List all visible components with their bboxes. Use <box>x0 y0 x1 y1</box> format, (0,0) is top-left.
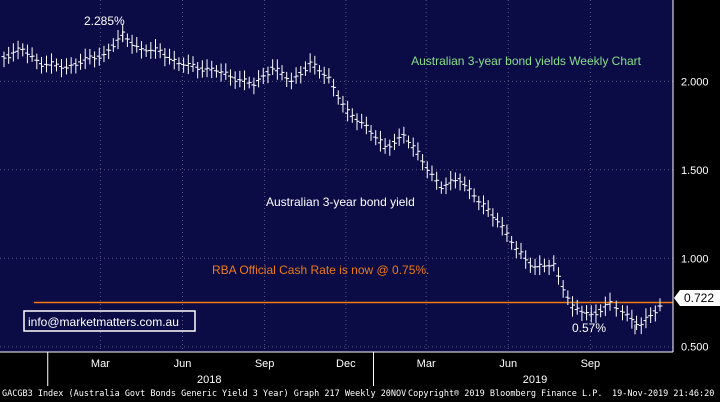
x-tick-label: Sep <box>255 358 275 370</box>
x-tick-label: Mar <box>417 358 436 370</box>
high-annotation: 2.285% <box>84 14 125 28</box>
watermark-text: info@marketmatters.com.au <box>28 315 179 329</box>
footer-copyright: Copyright® 2019 Bloomberg Finance L.P. <box>408 389 603 399</box>
last-value-badge: 0.722 <box>674 290 720 306</box>
x-tick-label: Mar <box>91 358 110 370</box>
footer-timestamp: 19-Nov-2019 21:46:20 <box>612 389 715 399</box>
x-tick-label: Dec <box>336 358 356 370</box>
x-year-label: 2018 <box>197 374 221 386</box>
axis-panel-bottom <box>0 352 720 386</box>
y-tick-label: 1.500 <box>681 165 709 177</box>
y-tick-label: 2.000 <box>681 76 709 88</box>
y-tick-label: 0.500 <box>681 342 709 354</box>
watermark-box: info@marketmatters.com.au <box>23 310 196 332</box>
series-label: Australian 3-year bond yield <box>266 195 415 209</box>
chart-title: Australian 3-year bond yields Weekly Cha… <box>411 54 642 68</box>
yield-chart: 0.500 1.000 1.500 2.000 Mar Jun Sep Dec Mar Jun S… <box>0 0 720 386</box>
axis-panel-right <box>673 0 720 386</box>
y-tick-label: 1.000 <box>681 253 709 265</box>
last-value-text: 0.722 <box>684 291 714 305</box>
x-tick-label: Jun <box>499 358 517 370</box>
plot-background <box>0 0 673 352</box>
x-tick-label: Jun <box>174 358 192 370</box>
rba-rate-label: RBA Official Cash Rate is now @ 0.75%. <box>212 263 429 277</box>
x-year-label: 2019 <box>523 374 547 386</box>
low-annotation: 0.57% <box>572 321 606 335</box>
x-tick-label: Sep <box>581 358 601 370</box>
footer-bar: GACGB3 Index (Australia Govt Bonds Gener… <box>0 386 720 402</box>
footer-security: GACGB3 Index (Australia Govt Bonds Gener… <box>2 389 407 399</box>
